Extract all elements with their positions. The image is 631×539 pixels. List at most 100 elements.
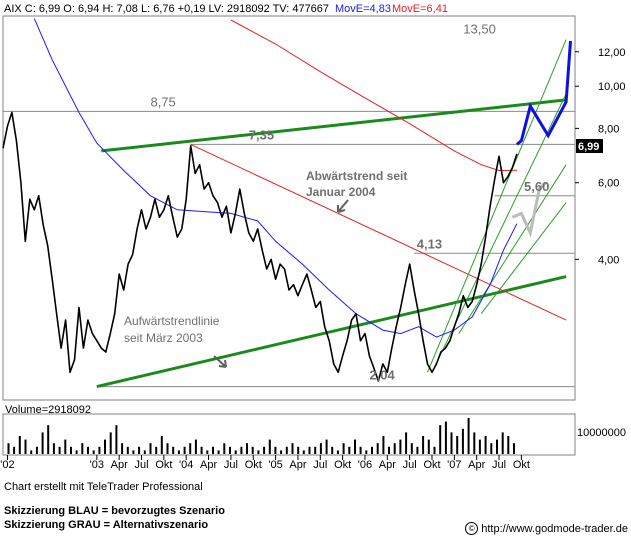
volume-bar bbox=[7, 443, 10, 454]
volume-bar bbox=[291, 443, 294, 454]
volume-bar bbox=[41, 432, 44, 454]
level-label: 5,60 bbox=[524, 179, 549, 194]
volume-bar bbox=[376, 443, 379, 454]
volume-bar bbox=[166, 443, 169, 454]
volume-axis-label: 10000000 bbox=[577, 427, 626, 439]
volume-bar bbox=[246, 443, 248, 454]
volume-bar bbox=[507, 436, 510, 454]
y-tick-label: 12,00 bbox=[598, 47, 626, 59]
price-panel-frame bbox=[2, 15, 576, 401]
volume-bar bbox=[416, 446, 419, 454]
trendline-steep bbox=[458, 164, 567, 334]
volume-bar bbox=[365, 450, 368, 454]
volume-bar bbox=[104, 439, 106, 454]
volume-bar bbox=[422, 436, 425, 454]
volume-bar bbox=[399, 439, 402, 454]
volume-bar bbox=[359, 446, 362, 454]
annotation-downtrend-line1: Abwärtstrend seit bbox=[306, 169, 407, 183]
volume-bar bbox=[143, 450, 146, 454]
volume-bar bbox=[297, 446, 300, 454]
trendline-steep bbox=[480, 202, 567, 315]
x-tick-label: Okt bbox=[334, 459, 351, 471]
legend-gray: Skizzierung GRAU = Alternativszenario bbox=[4, 519, 209, 531]
volume-bar bbox=[58, 446, 61, 454]
trendline-support bbox=[96, 275, 567, 389]
volume-bar bbox=[75, 450, 78, 454]
ma1-label: MovE=4,83 bbox=[335, 3, 391, 15]
volume-bar bbox=[194, 439, 197, 454]
volume-bar bbox=[433, 446, 436, 454]
legend-blue: Skizzierung BLAU = bevorzugtes Szenario bbox=[4, 505, 225, 517]
volume-bar bbox=[24, 439, 27, 454]
volume-bar bbox=[439, 425, 442, 454]
ma2-label: MovE=6,41 bbox=[392, 3, 448, 15]
x-tick-label: Apr bbox=[468, 459, 485, 471]
volume-bar bbox=[302, 450, 305, 454]
volume-bar bbox=[177, 450, 180, 454]
volume-bar bbox=[285, 446, 288, 454]
volume-bar bbox=[87, 446, 89, 454]
x-tick-label: Jul bbox=[224, 459, 238, 471]
volume-bar bbox=[18, 436, 21, 454]
volume-bar bbox=[501, 432, 504, 454]
volume-bar bbox=[268, 439, 271, 454]
volume-bar bbox=[257, 450, 260, 454]
level-label: 4,13 bbox=[417, 236, 442, 251]
volume-bar bbox=[92, 450, 95, 454]
volume-bar bbox=[81, 443, 84, 454]
volume-bar bbox=[371, 446, 373, 454]
volume-bar bbox=[405, 432, 408, 454]
trendline-steep bbox=[427, 39, 567, 373]
volume-bar bbox=[314, 446, 317, 454]
volume-bar bbox=[183, 446, 186, 454]
x-tick-label: Okt bbox=[245, 459, 262, 471]
volume-bar bbox=[149, 443, 152, 454]
moving-average-red bbox=[230, 19, 517, 172]
volume-bar bbox=[280, 450, 283, 454]
volume-bar bbox=[388, 446, 390, 454]
stock-chart: 13,50 8,75 7,35 4,13 5,60 2,04 4,00 6,00 8,00 10… bbox=[0, 3, 626, 471]
volume-bar bbox=[240, 446, 243, 454]
quote-line: AIX C: 6,99 O: 6,94 H: 7,08 L: 6,76 +0,1… bbox=[4, 3, 329, 15]
x-tick-label: Jul bbox=[403, 459, 417, 471]
volume-bar bbox=[331, 446, 334, 454]
scenario-blue bbox=[515, 40, 572, 146]
last-price-label: 6,99 bbox=[578, 141, 599, 153]
volume-bar bbox=[109, 432, 112, 454]
volume-bar bbox=[263, 446, 266, 454]
volume-bar bbox=[496, 439, 498, 454]
volume-bar bbox=[461, 428, 464, 454]
x-tick-label: Jul bbox=[492, 459, 506, 471]
volume-bar bbox=[484, 436, 487, 454]
x-tick-label: Apr bbox=[200, 459, 217, 471]
volume-bar bbox=[155, 446, 158, 454]
volume-bar bbox=[382, 436, 385, 454]
y-tick-label: 6,00 bbox=[598, 178, 619, 190]
volume-bar bbox=[132, 450, 135, 454]
volume-bar bbox=[478, 439, 481, 454]
level-label: 2,04 bbox=[369, 368, 395, 383]
website-link[interactable]: http://www.godmode-trader.de bbox=[481, 522, 628, 535]
x-tick-label: Apr bbox=[111, 459, 128, 471]
annotation-downtrend-line2: Januar 2004 bbox=[306, 185, 376, 199]
volume-bar bbox=[308, 446, 311, 454]
volume-bar bbox=[410, 443, 413, 454]
volume-bar bbox=[490, 443, 493, 454]
x-tick-label: '04 bbox=[179, 459, 193, 471]
volume-bar bbox=[348, 446, 351, 454]
volume-bar bbox=[98, 446, 101, 454]
price-line bbox=[2, 111, 518, 382]
volume-bar bbox=[229, 446, 231, 454]
volume-bar bbox=[274, 446, 277, 454]
y-tick-label: 10,00 bbox=[598, 81, 626, 93]
x-tick-label: '05 bbox=[268, 459, 282, 471]
level-label: 7,35 bbox=[249, 127, 274, 142]
volume-bar bbox=[393, 443, 396, 454]
volume-bar bbox=[138, 446, 141, 454]
volume-bar bbox=[223, 443, 226, 454]
volume-bar bbox=[336, 450, 339, 454]
x-tick-label: '03 bbox=[90, 459, 104, 471]
volume-bar bbox=[319, 443, 322, 454]
moving-average-blue bbox=[33, 18, 518, 338]
